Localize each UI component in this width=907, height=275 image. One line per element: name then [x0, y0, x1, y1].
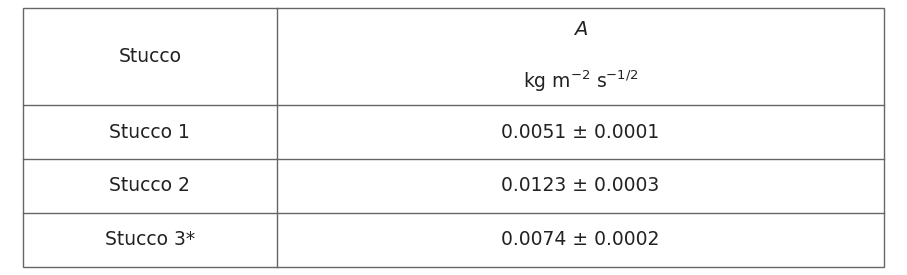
Text: 0.0074 ± 0.0002: 0.0074 ± 0.0002 — [502, 230, 659, 249]
Text: kg m$^{-2}$ s$^{-1/2}$: kg m$^{-2}$ s$^{-1/2}$ — [522, 69, 639, 94]
Text: 0.0051 ± 0.0001: 0.0051 ± 0.0001 — [502, 123, 659, 142]
Text: Stucco 2: Stucco 2 — [110, 177, 190, 196]
Text: Stucco 3*: Stucco 3* — [104, 230, 195, 249]
Text: 0.0123 ± 0.0003: 0.0123 ± 0.0003 — [502, 177, 659, 196]
Text: Stucco: Stucco — [118, 47, 181, 66]
Text: $\mathit{A}$: $\mathit{A}$ — [573, 20, 588, 39]
Text: Stucco 1: Stucco 1 — [110, 123, 190, 142]
